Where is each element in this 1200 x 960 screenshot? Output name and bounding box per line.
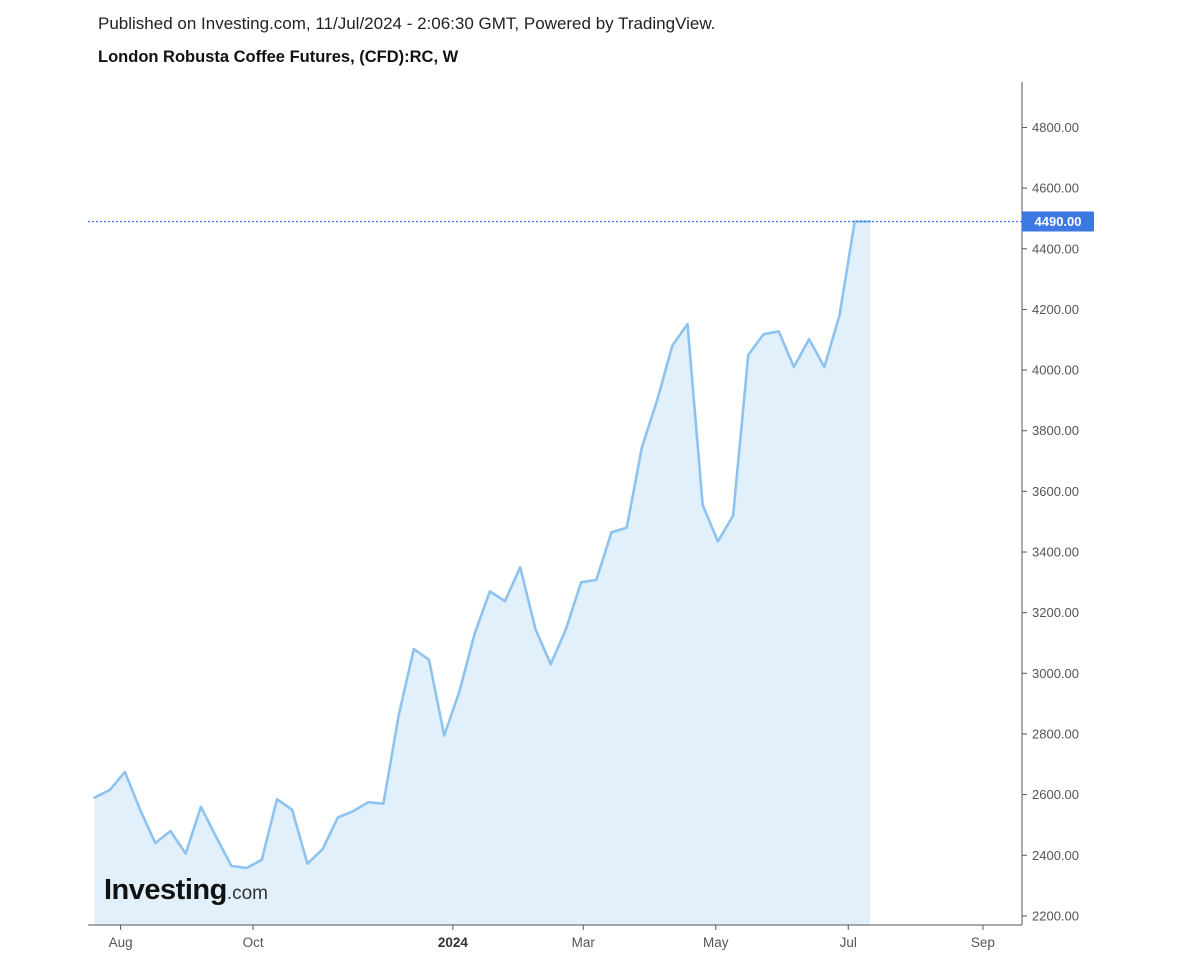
y-tick-label: 3600.00 bbox=[1032, 484, 1079, 499]
last-price-label: 4490.00 bbox=[1035, 214, 1082, 229]
y-tick-label: 2200.00 bbox=[1032, 908, 1079, 923]
y-tick-label: 4400.00 bbox=[1032, 241, 1079, 256]
x-axis-ticks: Aug Oct 2024 Mar May Jul Sep bbox=[109, 925, 995, 950]
y-tick-label: 3000.00 bbox=[1032, 666, 1079, 681]
y-tick-label: 4200.00 bbox=[1032, 302, 1079, 317]
y-tick-label: 2800.00 bbox=[1032, 726, 1079, 741]
line-layer bbox=[93, 220, 872, 870]
x-tick-label: Sep bbox=[971, 935, 995, 950]
x-tick-label: Oct bbox=[243, 935, 264, 950]
y-tick-label: 3200.00 bbox=[1032, 605, 1079, 620]
y-tick-label: 4600.00 bbox=[1032, 181, 1079, 196]
x-tick-label: 2024 bbox=[438, 935, 469, 950]
y-tick-label: 3400.00 bbox=[1032, 545, 1079, 560]
chart-title: London Robusta Coffee Futures, (CFD):RC,… bbox=[98, 48, 459, 66]
y-tick-label: 3800.00 bbox=[1032, 423, 1079, 438]
x-tick-label: May bbox=[703, 935, 729, 950]
logo-main-text: Investing bbox=[104, 874, 227, 906]
y-tick-label: 4800.00 bbox=[1032, 120, 1079, 135]
published-note: Published on Investing.com, 11/Jul/2024 … bbox=[98, 14, 716, 33]
area-layer bbox=[94, 221, 870, 925]
last-price-layer: 4490.00 bbox=[88, 211, 1094, 232]
y-tick-label: 2600.00 bbox=[1032, 787, 1079, 802]
x-tick-label: Jul bbox=[840, 935, 857, 950]
logo-suffix-text: .com bbox=[226, 883, 268, 904]
investing-logo: Investing.com bbox=[104, 874, 268, 907]
y-tick-label: 4000.00 bbox=[1032, 363, 1079, 378]
x-tick-label: Aug bbox=[109, 935, 133, 950]
last-price-badge bbox=[1022, 211, 1094, 232]
y-axis-ticks: 2200.00 2400.00 2600.00 2800.00 3000.00 3200.… bbox=[1022, 120, 1079, 923]
price-series-line bbox=[93, 220, 872, 870]
y-tick-label: 2400.00 bbox=[1032, 848, 1079, 863]
x-tick-label: Mar bbox=[572, 935, 596, 950]
price-area-fill bbox=[94, 221, 870, 925]
